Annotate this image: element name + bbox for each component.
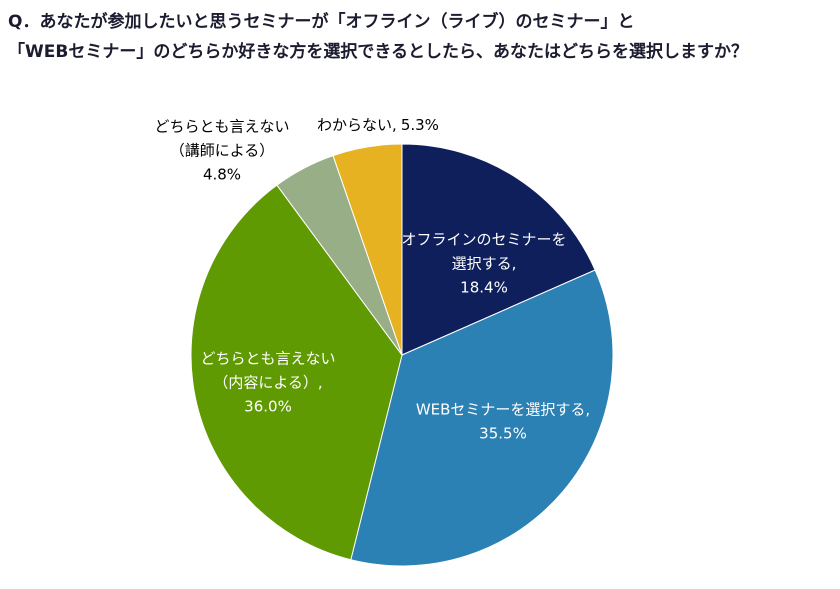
category-label: オフラインのセミナーを [401, 231, 566, 249]
pie-slice [332, 143, 403, 356]
value-label: 5.3% [401, 116, 439, 134]
category-label: どちらとも言えない [154, 118, 289, 136]
category-label: （内容による）, [213, 374, 322, 392]
data-label: わからない, 5.3% [317, 116, 439, 134]
category-label: 選択する, [452, 255, 517, 273]
value-label: 35.5% [479, 425, 527, 443]
category-label: わからない, [317, 116, 397, 134]
category-label: （講師による） [170, 142, 275, 160]
value-label: 18.4% [460, 279, 508, 297]
chart-title: Q．あなたが参加したいと思うセミナーが「オフライン（ライブ）のセミナー」と [8, 11, 634, 32]
category-label: どちらとも言えない [200, 350, 335, 368]
value-label: 4.8% [203, 166, 241, 184]
pie-slice [190, 184, 403, 561]
value-label: 36.0% [244, 398, 292, 416]
pie-slice [350, 269, 614, 567]
chart-title: 「WEBセミナー」のどちらか好きな方を選択できるとしたら、あなたはどちらを選択し… [8, 41, 748, 62]
category-label: WEBセミナーを選択する, [416, 401, 590, 419]
pie-slice [401, 143, 596, 356]
